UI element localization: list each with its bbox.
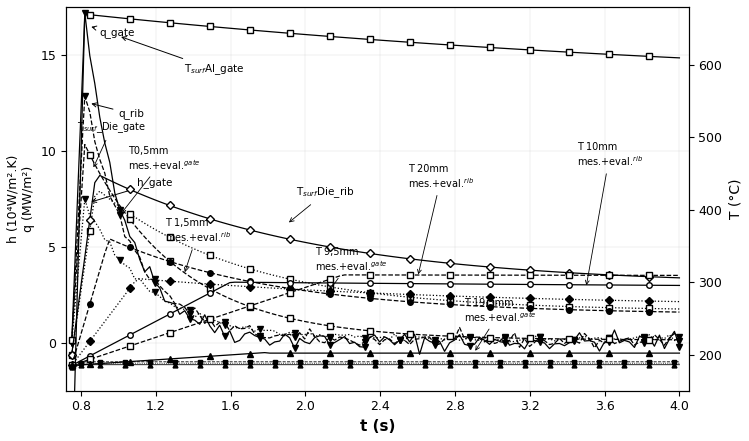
Text: q_rib: q_rib — [92, 103, 145, 119]
Text: T$_{surf}$_Die_gate: T$_{surf}$_Die_gate — [77, 120, 146, 167]
Text: T 1,5mm
mes.+eval.$^{rib}$: T 1,5mm mes.+eval.$^{rib}$ — [166, 218, 231, 271]
Text: T 9,5mm
mes.+eval.$^{gate}$: T 9,5mm mes.+eval.$^{gate}$ — [315, 247, 387, 295]
Text: T$_{surf}$Al_gate: T$_{surf}$Al_gate — [122, 37, 245, 77]
Text: q_gate: q_gate — [92, 26, 135, 39]
Text: T$_{surf}$Die_rib: T$_{surf}$Die_rib — [290, 185, 354, 222]
Y-axis label: T (°C): T (°C) — [728, 179, 742, 219]
X-axis label: t (s): t (s) — [360, 419, 395, 434]
Text: h_gate: h_gate — [92, 177, 172, 202]
Y-axis label: h (10⁴W/m².K)
q (MW/m²): h (10⁴W/m².K) q (MW/m²) — [7, 155, 35, 243]
Text: T0,5mm
mes.+eval.$^{gate}$: T0,5mm mes.+eval.$^{gate}$ — [121, 146, 200, 214]
Text: T 20mm
mes.+eval.$^{rib}$: T 20mm mes.+eval.$^{rib}$ — [408, 164, 474, 273]
Text: T 10mm
mes.+eval.$^{rib}$: T 10mm mes.+eval.$^{rib}$ — [577, 142, 643, 284]
Text: T 19,5mm
mes.+eval.$^{gate}$: T 19,5mm mes.+eval.$^{gate}$ — [464, 298, 537, 350]
